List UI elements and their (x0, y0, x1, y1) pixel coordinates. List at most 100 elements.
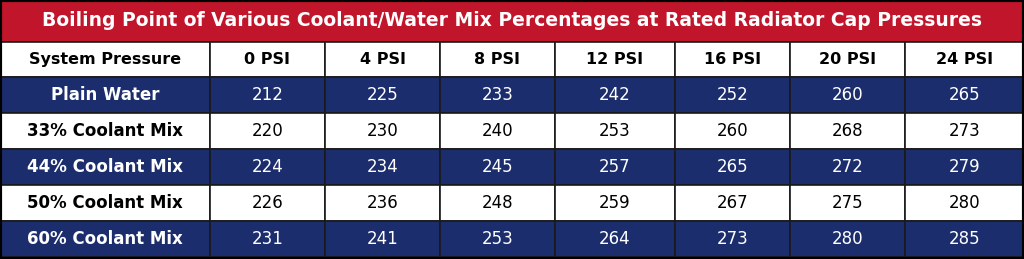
Bar (905, 42, 1024, 77)
Bar (325, 149, 440, 185)
Bar (210, 149, 325, 185)
Bar (325, 185, 440, 221)
Bar (210, 149, 325, 185)
Bar (790, 113, 905, 149)
Text: 253: 253 (599, 122, 631, 140)
Bar (210, 221, 325, 257)
Bar (325, 77, 440, 113)
Text: 259: 259 (599, 194, 631, 212)
Bar (210, 185, 325, 221)
Bar (440, 221, 555, 257)
Bar (555, 77, 675, 113)
Bar (905, 221, 1024, 257)
Bar (210, 42, 325, 77)
Bar (675, 42, 790, 77)
Text: System Pressure: System Pressure (29, 52, 181, 67)
Bar (440, 77, 555, 113)
Text: 50% Coolant Mix: 50% Coolant Mix (27, 194, 183, 212)
Text: 285: 285 (948, 230, 980, 248)
Text: 225: 225 (367, 86, 398, 104)
Bar (675, 221, 790, 257)
Bar (675, 185, 790, 221)
Text: 267: 267 (717, 194, 749, 212)
Bar (675, 113, 790, 149)
Text: 265: 265 (948, 86, 980, 104)
Bar (675, 221, 790, 257)
Bar (325, 77, 440, 113)
Bar (325, 149, 440, 185)
Bar (210, 77, 325, 113)
Bar (905, 185, 1024, 221)
Bar (905, 149, 1024, 185)
Bar (790, 42, 905, 77)
Bar (555, 113, 675, 149)
Bar (325, 221, 440, 257)
Bar (905, 42, 1024, 77)
Text: 264: 264 (599, 230, 631, 248)
Text: 224: 224 (252, 158, 284, 176)
Bar (210, 113, 325, 149)
Text: 20 PSI: 20 PSI (819, 52, 877, 67)
Bar (905, 221, 1024, 257)
Bar (440, 149, 555, 185)
Bar (0, 113, 210, 149)
Text: 248: 248 (481, 194, 513, 212)
Bar (440, 42, 555, 77)
Bar (325, 113, 440, 149)
Text: 212: 212 (252, 86, 284, 104)
Bar (675, 185, 790, 221)
Bar (0, 113, 210, 149)
Bar (905, 77, 1024, 113)
Text: 245: 245 (481, 158, 513, 176)
Bar (210, 77, 325, 113)
Bar (675, 149, 790, 185)
Text: 273: 273 (717, 230, 749, 248)
Bar (675, 149, 790, 185)
Bar (210, 113, 325, 149)
Text: Boiling Point of Various Coolant/Water Mix Percentages at Rated Radiator Cap Pre: Boiling Point of Various Coolant/Water M… (42, 11, 982, 31)
Text: 16 PSI: 16 PSI (703, 52, 761, 67)
Bar (210, 221, 325, 257)
Text: 230: 230 (367, 122, 398, 140)
Text: 265: 265 (717, 158, 749, 176)
Bar (555, 185, 675, 221)
Bar (0, 0, 1024, 42)
Bar (325, 113, 440, 149)
Bar (790, 42, 905, 77)
Text: 234: 234 (367, 158, 398, 176)
Bar (440, 113, 555, 149)
Bar (325, 221, 440, 257)
Bar (905, 185, 1024, 221)
Text: 241: 241 (367, 230, 398, 248)
Bar (555, 221, 675, 257)
Bar (0, 149, 210, 185)
Text: 280: 280 (831, 230, 863, 248)
Bar (0, 42, 210, 77)
Bar (555, 77, 675, 113)
Bar (555, 42, 675, 77)
Bar (790, 221, 905, 257)
Bar (675, 77, 790, 113)
Bar (555, 42, 675, 77)
Bar (440, 149, 555, 185)
Text: 60% Coolant Mix: 60% Coolant Mix (27, 230, 183, 248)
Text: 24 PSI: 24 PSI (936, 52, 993, 67)
Text: 233: 233 (481, 86, 513, 104)
Text: 275: 275 (831, 194, 863, 212)
Bar (440, 77, 555, 113)
Text: 279: 279 (948, 158, 980, 176)
Text: 231: 231 (252, 230, 284, 248)
Bar (440, 185, 555, 221)
Bar (790, 149, 905, 185)
Bar (675, 77, 790, 113)
Bar (675, 113, 790, 149)
Bar (0, 221, 210, 257)
Text: 252: 252 (717, 86, 749, 104)
Bar (0, 185, 210, 221)
Bar (905, 113, 1024, 149)
Bar (790, 77, 905, 113)
Text: 44% Coolant Mix: 44% Coolant Mix (27, 158, 183, 176)
Bar (210, 185, 325, 221)
Text: 242: 242 (599, 86, 631, 104)
Text: 4 PSI: 4 PSI (359, 52, 406, 67)
